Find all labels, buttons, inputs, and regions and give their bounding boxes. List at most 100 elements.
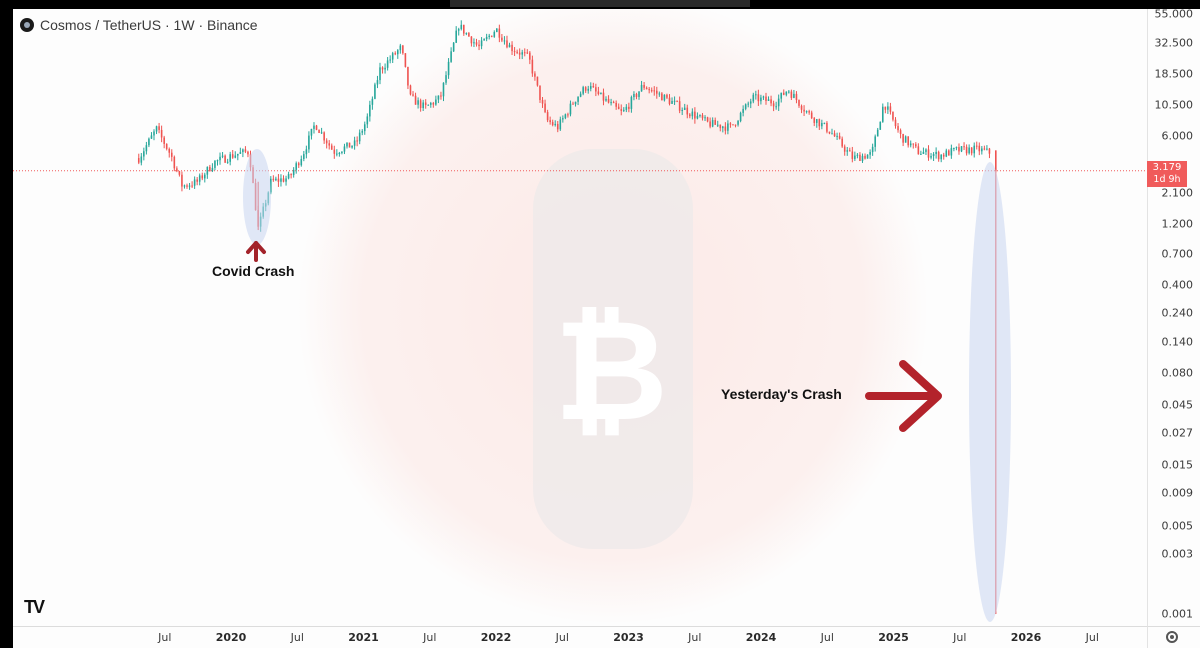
candle-body xyxy=(435,99,437,105)
candle-body xyxy=(595,87,597,92)
candle-body xyxy=(206,166,209,175)
candle-body xyxy=(602,92,605,101)
candle-body xyxy=(521,52,524,55)
candle-body xyxy=(747,103,750,105)
candle-body xyxy=(153,131,155,136)
candle-body xyxy=(513,51,516,53)
candle-body xyxy=(244,149,247,152)
candle-body xyxy=(544,103,546,113)
candle-body xyxy=(709,121,711,127)
candle-body xyxy=(214,160,216,168)
candle-body xyxy=(732,124,734,126)
candle-body xyxy=(752,94,755,102)
candle-body xyxy=(275,178,277,181)
covid-crash-label: Covid Crash xyxy=(212,263,295,279)
candle-body xyxy=(970,147,973,154)
candle-body xyxy=(272,178,275,181)
candle-body xyxy=(932,154,935,157)
candle-body xyxy=(188,185,191,187)
candle-body xyxy=(587,88,590,91)
candle-body xyxy=(209,166,211,171)
annotations xyxy=(243,149,1011,622)
time-axis[interactable]: Jul 2020 Jul 2021 Jul 2022 Jul 2023 Jul 2024 Jul 20… xyxy=(13,626,1147,648)
settings-gear-icon[interactable] xyxy=(1166,631,1178,643)
candle-body xyxy=(394,53,397,55)
candle-body xyxy=(290,174,292,176)
last-price-value: 3.179 xyxy=(1152,161,1182,173)
candle-body xyxy=(320,132,323,134)
candle-body xyxy=(986,148,988,150)
candle-body xyxy=(460,24,463,30)
candle-body xyxy=(762,96,765,98)
candle-body xyxy=(475,42,478,45)
candle-body xyxy=(556,123,559,130)
candle-body xyxy=(879,121,882,130)
candle-body xyxy=(607,98,610,103)
time-tick-label: Jul xyxy=(423,631,437,644)
candle-body xyxy=(234,155,237,158)
candle-body xyxy=(871,146,874,153)
candle-body xyxy=(582,87,584,94)
candle-body xyxy=(480,40,483,47)
price-tick-label: 0.140 xyxy=(1161,335,1194,349)
candle-body xyxy=(386,60,389,68)
candle-body xyxy=(655,90,658,94)
time-tick-label: 2022 xyxy=(480,631,512,644)
candle-body xyxy=(219,156,221,161)
candle-body xyxy=(551,122,554,126)
candle-body xyxy=(490,35,493,37)
candle-body xyxy=(285,178,287,182)
candle-body xyxy=(902,133,904,143)
price-tick-label: 6.000 xyxy=(1161,129,1194,143)
candle-body xyxy=(927,149,930,158)
price-axis[interactable]: 55.000 32.500 18.500 10.500 6.000 2.100 1.200 0… xyxy=(1147,9,1200,626)
candle-body xyxy=(767,99,770,101)
price-tick-label: 10.500 xyxy=(1154,98,1194,112)
candle-body xyxy=(600,92,602,94)
candle-body xyxy=(239,152,242,154)
candle-body xyxy=(757,94,760,102)
candle-body xyxy=(485,36,488,40)
time-tick-label: Jul xyxy=(555,631,569,644)
price-tick-label: 0.015 xyxy=(1161,458,1194,472)
candle-body xyxy=(168,148,171,153)
candle-body xyxy=(574,101,577,105)
candle-body xyxy=(615,102,617,107)
price-tick-label: 0.045 xyxy=(1161,398,1194,412)
candle-body xyxy=(803,109,805,112)
candle-body xyxy=(848,150,851,152)
candle-body xyxy=(894,119,897,127)
price-tick-label: 0.005 xyxy=(1161,519,1194,532)
candle-body xyxy=(529,52,531,60)
price-tick-label: 0.700 xyxy=(1161,247,1194,261)
candle-body xyxy=(948,150,950,156)
candle-body xyxy=(176,168,178,172)
candle-body xyxy=(163,137,165,144)
candle-body xyxy=(704,117,706,119)
candle-body xyxy=(942,154,945,157)
candle-body xyxy=(160,129,163,138)
candle-body xyxy=(145,145,148,152)
candle-body xyxy=(633,93,635,98)
chart-header[interactable]: Cosmos / TetherUS · 1W · Binance xyxy=(20,17,258,33)
candle-body xyxy=(270,178,272,193)
candle-body xyxy=(567,114,569,116)
price-tick-label: 0.240 xyxy=(1161,306,1194,320)
candle-body xyxy=(694,111,696,119)
candle-body xyxy=(683,107,686,111)
candle-body xyxy=(988,148,991,154)
candle-body xyxy=(714,120,717,125)
candle-body xyxy=(305,149,308,155)
tradingview-logo[interactable]: TV xyxy=(24,597,45,617)
chart-panel[interactable]: ₿ Covid Crash Yesterday's Crash xyxy=(13,9,1200,648)
candle-body xyxy=(308,135,310,150)
plot-area[interactable]: ₿ xyxy=(13,9,1147,626)
candle-body xyxy=(226,161,229,163)
candle-body xyxy=(137,158,140,163)
candle-body xyxy=(282,178,285,182)
candle-body xyxy=(155,126,158,132)
candle-body xyxy=(572,103,574,105)
candle-body xyxy=(836,135,838,137)
candle-body xyxy=(808,111,810,113)
candle-body xyxy=(371,98,374,105)
